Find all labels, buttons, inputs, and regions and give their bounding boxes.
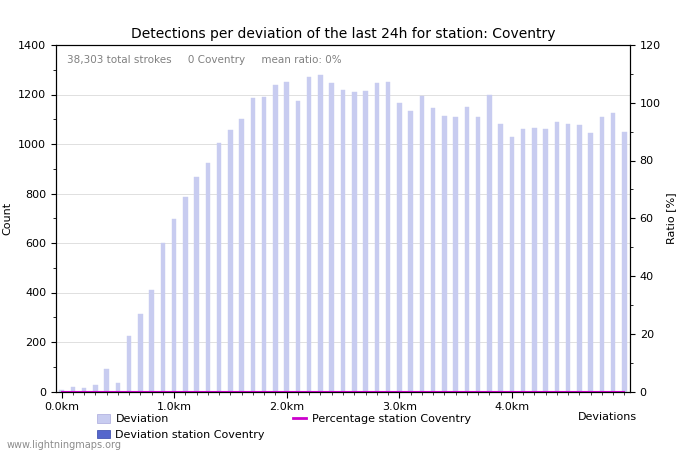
Bar bbox=[521, 129, 525, 391]
Bar bbox=[127, 336, 132, 392]
Bar bbox=[532, 128, 537, 392]
Bar bbox=[172, 220, 176, 392]
Legend: Deviation, Deviation station Coventry, Percentage station Coventry: Deviation, Deviation station Coventry, P… bbox=[97, 414, 470, 440]
Text: Deviations: Deviations bbox=[578, 412, 637, 422]
Bar bbox=[554, 122, 559, 392]
Text: www.lightningmaps.org: www.lightningmaps.org bbox=[7, 440, 122, 450]
Bar bbox=[104, 369, 109, 392]
Text: 38,303 total strokes     0 Coventry     mean ratio: 0%: 38,303 total strokes 0 Coventry mean rat… bbox=[67, 55, 342, 65]
Title: Detections per deviation of the last 24h for station: Coventry: Detections per deviation of the last 24h… bbox=[131, 27, 555, 41]
Bar bbox=[430, 108, 435, 392]
Bar bbox=[577, 126, 582, 392]
Bar bbox=[195, 177, 199, 392]
Bar bbox=[295, 101, 300, 392]
Bar bbox=[611, 113, 615, 392]
Bar bbox=[273, 85, 278, 392]
Bar bbox=[161, 243, 165, 392]
Bar bbox=[408, 111, 413, 392]
Bar bbox=[330, 83, 334, 392]
Bar bbox=[397, 103, 402, 392]
Bar bbox=[363, 91, 368, 392]
Bar bbox=[262, 97, 267, 392]
Bar bbox=[352, 92, 356, 392]
Bar bbox=[82, 388, 86, 392]
Bar bbox=[600, 117, 604, 392]
Bar bbox=[419, 96, 424, 392]
Bar bbox=[228, 130, 232, 392]
Bar bbox=[251, 98, 256, 392]
Bar bbox=[307, 77, 312, 391]
Bar bbox=[543, 129, 548, 391]
Bar bbox=[149, 290, 154, 392]
Bar bbox=[498, 124, 503, 392]
Bar bbox=[217, 143, 221, 392]
Bar bbox=[487, 94, 491, 392]
Bar bbox=[93, 385, 97, 392]
Bar bbox=[454, 117, 458, 392]
Bar bbox=[589, 133, 593, 392]
Bar bbox=[284, 82, 289, 391]
Bar bbox=[476, 117, 480, 392]
Bar bbox=[341, 90, 345, 392]
Bar bbox=[510, 137, 514, 392]
Bar bbox=[465, 107, 469, 392]
Bar bbox=[206, 162, 210, 392]
Y-axis label: Ratio [%]: Ratio [%] bbox=[666, 193, 676, 244]
Bar bbox=[116, 383, 120, 392]
Bar bbox=[442, 116, 447, 392]
Bar bbox=[183, 197, 188, 392]
Y-axis label: Count: Count bbox=[3, 202, 13, 235]
Bar bbox=[374, 83, 379, 392]
Bar bbox=[60, 390, 64, 392]
Bar bbox=[71, 387, 75, 392]
Bar bbox=[386, 82, 391, 391]
Bar bbox=[622, 131, 626, 392]
Bar bbox=[138, 314, 143, 392]
Bar bbox=[318, 75, 323, 391]
Bar bbox=[566, 124, 570, 392]
Bar bbox=[239, 119, 244, 392]
